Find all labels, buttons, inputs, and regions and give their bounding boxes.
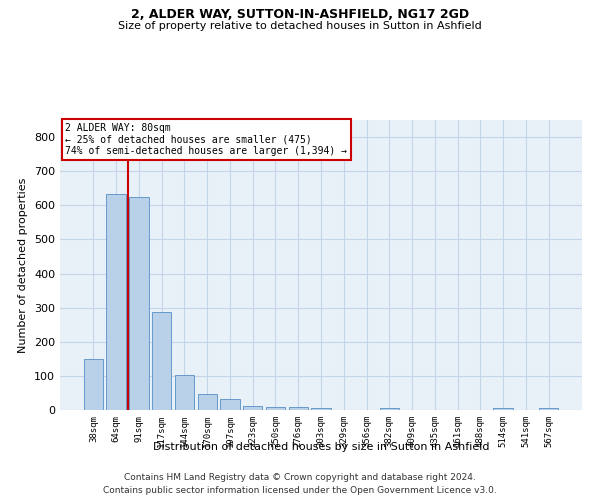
Text: Distribution of detached houses by size in Sutton in Ashfield: Distribution of detached houses by size … [153, 442, 489, 452]
Bar [175, 375, 194, 410]
Text: Contains public sector information licensed under the Open Government Licence v3: Contains public sector information licen… [103, 486, 497, 495]
Bar [152, 312, 172, 410]
Bar [266, 406, 285, 410]
Bar [220, 400, 239, 410]
Bar [493, 408, 513, 410]
Bar [380, 408, 399, 410]
Text: 2, ALDER WAY, SUTTON-IN-ASHFIELD, NG17 2GD: 2, ALDER WAY, SUTTON-IN-ASHFIELD, NG17 2… [131, 8, 469, 20]
Y-axis label: Number of detached properties: Number of detached properties [19, 178, 28, 352]
Text: Contains HM Land Registry data © Crown copyright and database right 2024.: Contains HM Land Registry data © Crown c… [124, 472, 476, 482]
Bar [106, 194, 126, 410]
Text: Size of property relative to detached houses in Sutton in Ashfield: Size of property relative to detached ho… [118, 21, 482, 31]
Bar [311, 408, 331, 410]
Bar [539, 408, 558, 410]
Bar [197, 394, 217, 410]
Bar [243, 406, 262, 410]
Bar [129, 197, 149, 410]
Bar [289, 406, 308, 410]
Text: 2 ALDER WAY: 80sqm
← 25% of detached houses are smaller (475)
74% of semi-detach: 2 ALDER WAY: 80sqm ← 25% of detached hou… [65, 123, 347, 156]
Bar [84, 359, 103, 410]
